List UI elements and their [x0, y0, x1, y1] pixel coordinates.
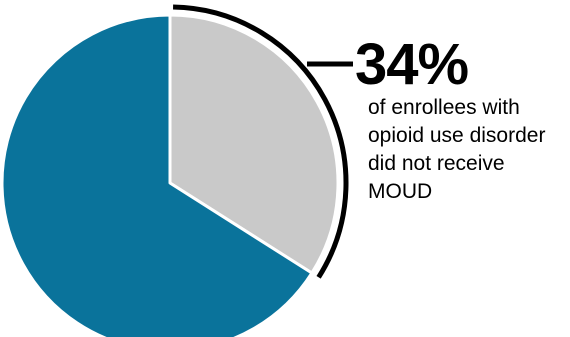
pie-slices: [0, 13, 340, 337]
callout-caption-line: of enrollees with: [368, 96, 520, 119]
pie-slice: [0, 13, 314, 337]
highlight-arc: [173, 4, 349, 279]
callout-caption-line: MOUD: [368, 180, 432, 203]
callout-caption-line: did not receive: [368, 152, 505, 175]
callout-value: 34%: [355, 32, 469, 97]
callout-caption-line: opioid use disorder: [368, 124, 545, 147]
